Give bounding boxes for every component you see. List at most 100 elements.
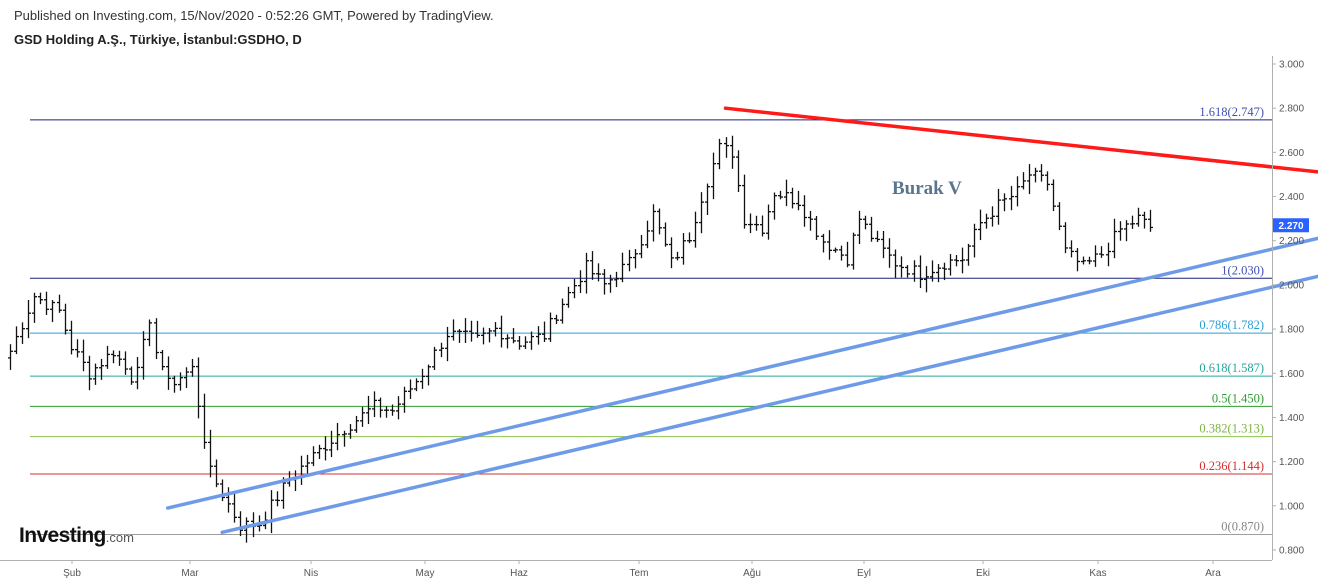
ohlc-bar (984, 213, 989, 229)
ohlc-bar (432, 346, 437, 371)
fib-label-2: 0.786(1.782) (1199, 318, 1264, 332)
ohlc-bar (8, 344, 13, 370)
ohlc-bar (566, 286, 571, 308)
ohlc-bar (693, 211, 698, 248)
ohlc-bar (796, 190, 801, 211)
ohlc-bar (99, 358, 104, 380)
ohlc-bar (821, 233, 826, 253)
ohlc-bar (487, 328, 492, 343)
ohlc-bar (833, 247, 838, 253)
ohlc-bar (663, 222, 668, 247)
fib-label-7: 0(0.870) (1221, 520, 1264, 534)
ohlc-bar (111, 350, 116, 364)
ohlc-bar (1118, 221, 1123, 241)
ohlc-bar (730, 135, 735, 169)
ohlc-bar (942, 262, 947, 281)
axes: 0.800 1.000 1.200 1.400 1.600 1.800 2.000 2.200… (0, 56, 1309, 579)
ohlc-bar (311, 446, 316, 467)
ohlc-bar (463, 318, 468, 343)
logo-brand: Investing (19, 524, 106, 547)
ohlc-bar (269, 490, 274, 534)
annotation-burak-v: Burak V (892, 178, 962, 199)
ohlc-bar (335, 422, 340, 451)
ohlc-bar (147, 319, 152, 347)
ohlc-bar (196, 357, 201, 419)
ohlc-bar (1069, 240, 1074, 258)
ohlc-bar (912, 260, 917, 282)
ohlc-bar (960, 247, 965, 274)
y-tick-label: 2.200 (1279, 236, 1304, 247)
ohlc-bar (190, 358, 195, 377)
ohlc-bar (1045, 171, 1050, 191)
ohlc-bar (578, 270, 583, 293)
ohlc-bar (299, 455, 304, 485)
ohlc-bar (1063, 222, 1068, 254)
ohlc-bar (123, 351, 128, 375)
ohlc-bar (748, 213, 753, 234)
ohlc-bar (26, 300, 31, 339)
fib-label-3: 0.618(1.587) (1199, 361, 1264, 375)
ohlc-bar (948, 254, 953, 276)
ohlc-bar (457, 329, 462, 343)
ohlc-bar (736, 150, 741, 193)
ohlc-bar (990, 206, 995, 227)
symbol-title: GSD Holding A.Ş., Türkiye, İstanbul:GSDH… (14, 32, 302, 47)
ohlc-bar (1002, 193, 1007, 212)
ohlc-bar (705, 183, 710, 215)
ohlc-bar (38, 292, 43, 305)
ohlc-bar (141, 331, 146, 380)
last-price-badge: 2.270 (1273, 218, 1309, 233)
ohlc-bar (390, 404, 395, 416)
ohlc-bar (87, 355, 92, 391)
ohlc-bar (451, 319, 456, 341)
ohlc-bar (402, 386, 407, 413)
x-tick-label: Eyl (857, 568, 871, 579)
ohlc-bar (687, 232, 692, 244)
ohlc-bar (1087, 256, 1092, 265)
ohlc-bar (972, 223, 977, 258)
ohlc-bar (396, 396, 401, 420)
ohlc-bar (499, 315, 504, 348)
ohlc-bar (590, 251, 595, 280)
ohlc-bar (754, 215, 759, 231)
ohlc-bar (784, 179, 789, 207)
ohlc-bar (790, 187, 795, 209)
fib-label-5: 0.382(1.313) (1199, 422, 1264, 436)
ohlc-bar (523, 336, 528, 349)
ohlc-bar (560, 298, 565, 324)
ohlc-bar (827, 230, 832, 260)
ohlc-bar (172, 375, 177, 393)
fib-label-4: 0.5(1.450) (1212, 391, 1264, 405)
ohlc-bar (32, 292, 37, 323)
ohlc-bar (1130, 215, 1135, 229)
x-tick-label: Haz (510, 568, 528, 579)
ohlc-bar (529, 331, 534, 350)
ohlc-bar (426, 364, 431, 386)
ohlc-bar (481, 327, 486, 345)
y-tick-label: 2.400 (1279, 192, 1304, 203)
ohlc-bar (760, 215, 765, 237)
logo-suffix: .com (105, 530, 134, 545)
ohlc-bar (608, 274, 613, 293)
ohlc-bar (160, 349, 165, 371)
ohlc-bar (857, 210, 862, 245)
ohlc-bar (1142, 211, 1147, 229)
ohlc-bar (614, 271, 619, 288)
ohlc-bar (802, 195, 807, 227)
y-tick-label: 1.200 (1279, 457, 1304, 468)
ohlc-bar (966, 243, 971, 266)
ohlc-bar (50, 300, 55, 323)
trendline-support-lower (220, 274, 1318, 535)
ohlc-bar (63, 303, 68, 335)
ohlc-bar (154, 318, 159, 360)
ohlc-bar (675, 251, 680, 261)
ohlc-bar (772, 192, 777, 220)
ohlc-bar (602, 269, 607, 295)
ohlc-bar (681, 233, 686, 265)
ohlc-bar (1093, 245, 1098, 267)
x-tick-label: Ağu (743, 568, 761, 579)
ohlc-bar (439, 342, 444, 358)
ohlc-bar (184, 367, 189, 388)
ohlc-bar (178, 372, 183, 391)
